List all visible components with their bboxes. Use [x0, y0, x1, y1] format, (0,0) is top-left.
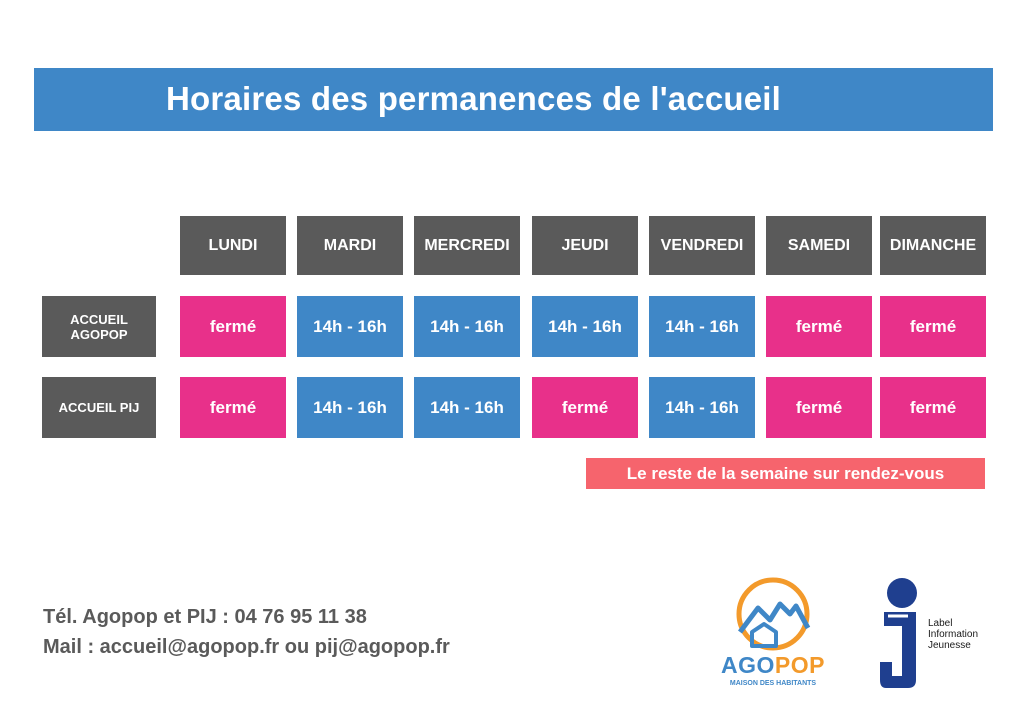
day-header-wednesday: MERCREDI — [414, 216, 520, 275]
agopop-subtitle: MAISON DES HABITANTS — [729, 680, 817, 687]
row-label-line1: ACCUEIL PIJ — [58, 400, 140, 415]
ij-label-text: Label Information Jeunesse — [928, 618, 978, 651]
schedule-cell: 14h - 16h — [532, 296, 638, 357]
title-banner: Horaires des permanences de l'accueil — [34, 68, 993, 131]
row-label-accueil-pij: ACCUEIL PIJ — [42, 377, 156, 438]
schedule-cell: fermé — [180, 296, 286, 357]
day-header-monday: LUNDI — [180, 216, 286, 275]
schedule-cell: 14h - 16h — [649, 296, 755, 357]
schedule-cell: fermé — [766, 377, 872, 438]
schedule-cell: 14h - 16h — [414, 296, 520, 357]
row-label-line2: AGOPOP — [70, 326, 128, 342]
ij-line3: Jeunesse — [928, 640, 971, 651]
agopop-emblem-icon — [736, 577, 811, 651]
day-header-thursday: JEUDI — [532, 216, 638, 275]
appointment-note: Le reste de la semaine sur rendez-vous — [586, 458, 985, 489]
agopop-wordmark: AGOPOP — [718, 652, 828, 679]
agopop-wordmark-part2: POP — [774, 652, 825, 678]
agopop-wordmark-part1: AGO — [721, 652, 775, 678]
schedule-cell: fermé — [880, 296, 986, 357]
ij-line1: Label — [928, 618, 953, 629]
contact-mail: Mail : accueil@agopop.fr ou pij@agopop.f… — [43, 636, 450, 658]
day-header-sunday: DIMANCHE — [880, 216, 986, 275]
ij-line2: Information — [928, 629, 979, 640]
schedule-cell: 14h - 16h — [297, 377, 403, 438]
agopop-logo: AGOPOP MAISON DES HABITANTS — [718, 576, 828, 696]
day-header-tuesday: MARDI — [297, 216, 403, 275]
row-label-line1: ACCUEIL — [70, 311, 128, 327]
schedule-cell: 14h - 16h — [297, 296, 403, 357]
page-title: Horaires des permanences de l'accueil — [166, 80, 782, 117]
schedule-cell: fermé — [880, 377, 986, 438]
schedule-cell: fermé — [180, 377, 286, 438]
row-label-accueil-agopop: ACCUEIL AGOPOP — [42, 296, 156, 357]
schedule-cell: 14h - 16h — [649, 377, 755, 438]
info-i-icon — [880, 578, 917, 688]
day-header-friday: VENDREDI — [649, 216, 755, 275]
contact-phone: Tél. Agopop et PIJ : 04 76 95 11 38 — [43, 606, 367, 628]
schedule-cell: 14h - 16h — [414, 377, 520, 438]
schedule-cell: fermé — [766, 296, 872, 357]
day-header-saturday: SAMEDI — [766, 216, 872, 275]
information-jeunesse-logo: Label Information Jeunesse — [872, 576, 1002, 694]
schedule-cell: fermé — [532, 377, 638, 438]
